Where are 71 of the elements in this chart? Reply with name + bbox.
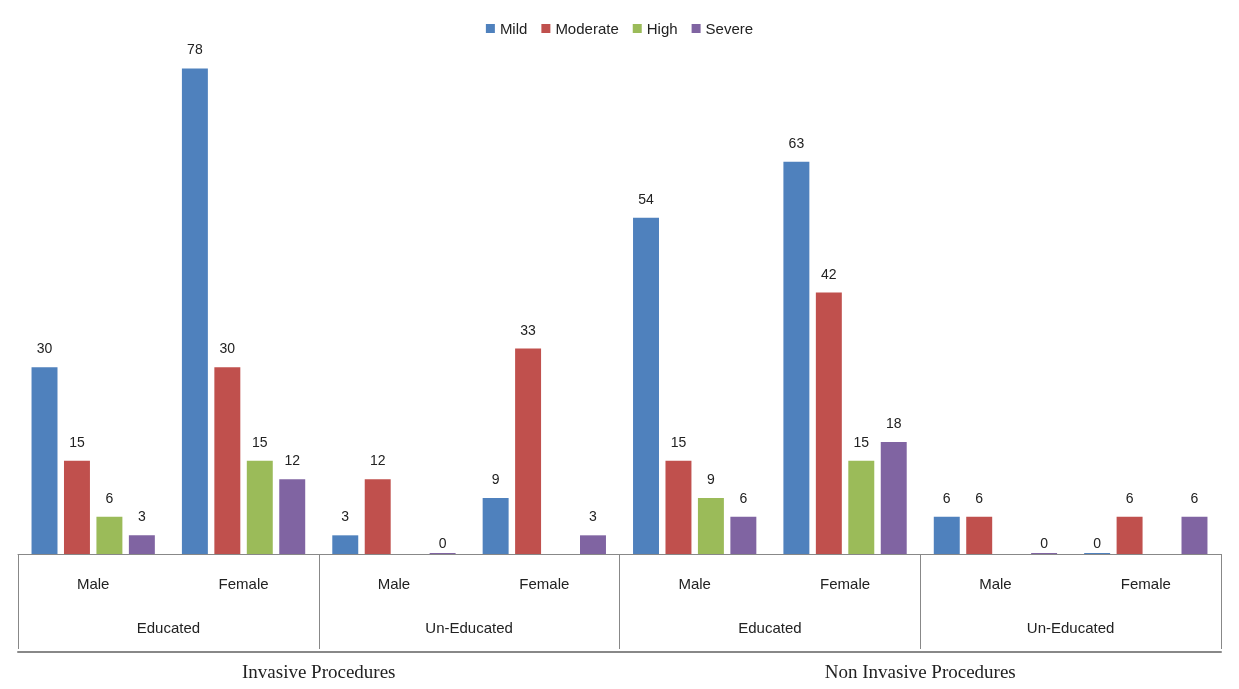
data-label: 0 [1093, 535, 1102, 551]
text: Invasive Procedures [241, 661, 396, 682]
data-label: 30 [219, 340, 236, 357]
data-label: 12 [369, 452, 386, 469]
text: Educated [738, 619, 802, 636]
text: Un-Educated [1026, 619, 1115, 636]
data-label: 42 [821, 265, 837, 282]
bar [815, 292, 842, 554]
x-tick-label: Male [678, 575, 711, 592]
data-label: 33 [520, 321, 537, 338]
data-label: 3 [137, 508, 146, 525]
data-label: 6 [1190, 489, 1199, 506]
data-label: 6 [1125, 489, 1134, 506]
bar [279, 479, 306, 554]
legend-label: Moderate [555, 20, 619, 37]
data-label: 6 [942, 489, 951, 506]
bar [665, 460, 692, 554]
data-label: 6 [975, 489, 984, 506]
text: Educated [136, 619, 201, 636]
data-label: 15 [670, 433, 687, 450]
legend-label: High [646, 20, 678, 37]
bar [96, 516, 123, 554]
data-label: 6 [739, 489, 748, 506]
x-tick-label: Female [1120, 575, 1171, 592]
bar [1116, 516, 1143, 554]
bar [633, 217, 659, 554]
data-label: 63 [788, 134, 805, 151]
bar [783, 161, 810, 554]
bar [580, 535, 606, 554]
data-label: 78 [187, 41, 203, 58]
data-label: 0 [1040, 535, 1049, 551]
bar [933, 516, 960, 554]
data-label: 54 [638, 190, 655, 207]
text: Non Invasive Procedures [824, 661, 1016, 682]
bar [482, 497, 509, 554]
data-label: 15 [853, 433, 870, 450]
bar [246, 460, 273, 554]
data-label: 15 [252, 433, 268, 450]
bar [730, 516, 757, 554]
x-tick-label: Female [519, 575, 570, 592]
legend-label: Severe [705, 20, 754, 37]
x-tick-label: Male [76, 575, 110, 592]
data-label: 12 [284, 452, 301, 469]
bar [697, 497, 724, 554]
x-tick-label: Female [218, 575, 269, 592]
bar [128, 535, 155, 554]
bar [364, 479, 391, 554]
data-label: 3 [589, 508, 598, 525]
data-label: 0 [438, 535, 447, 551]
data-label: 9 [491, 470, 500, 487]
bar [181, 68, 208, 554]
bar [1181, 516, 1208, 554]
bar [966, 516, 993, 554]
text: Un-Educated [425, 619, 513, 636]
data-label: 18 [885, 414, 902, 431]
bar [848, 460, 875, 554]
x-tick-label: Female [820, 575, 871, 592]
data-label: 15 [69, 433, 85, 450]
data-label: 6 [105, 489, 114, 506]
data-label: 9 [707, 470, 716, 487]
bar [332, 535, 359, 554]
bar [214, 367, 241, 554]
bar [880, 441, 907, 554]
data-label: 3 [341, 508, 350, 525]
bar [31, 367, 58, 554]
data-label: 30 [36, 340, 53, 357]
x-tick-label: Male [377, 575, 411, 592]
x-tick-label: Male [979, 575, 1012, 592]
bar [63, 460, 90, 554]
bar [515, 348, 542, 554]
legend-label: Mild [499, 20, 528, 37]
